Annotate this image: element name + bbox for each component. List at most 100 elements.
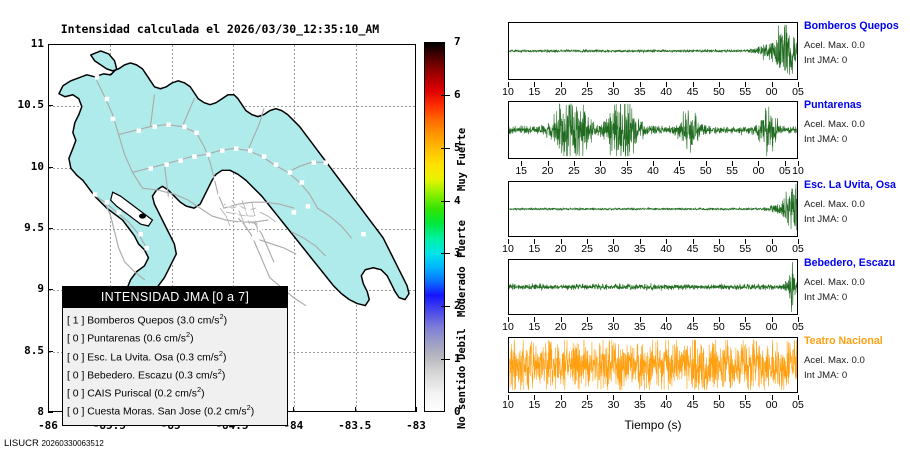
- station-max-acceleration: Acel. Max. 0.0: [804, 199, 865, 210]
- time-tickmark: [587, 395, 589, 400]
- seismogram-waveform: [509, 339, 797, 391]
- seismogram-waveform: [509, 24, 797, 76]
- time-tickmark: [771, 82, 773, 87]
- colorbar-inner-tickmark: [441, 94, 445, 96]
- colorbar-tickmark: [445, 306, 450, 308]
- time-tick-label: 55: [739, 321, 752, 333]
- legend-intensity-value: [ 0 ]: [67, 352, 88, 364]
- seismogram-station-info: Bebedero, Escazu Acel. Max. 0.0 Int JMA: 0: [804, 257, 910, 306]
- time-tick-label: 40: [660, 399, 673, 411]
- colorbar-inner-tickmark: [441, 359, 445, 361]
- time-tick-label: 55: [739, 243, 752, 255]
- time-tick-label: 45: [686, 321, 699, 333]
- time-tick-label: 25: [581, 399, 593, 411]
- seismogram-station-info: Esc. La Uvita, Osa Acel. Max. 0.0 Int JMA:…: [804, 179, 910, 228]
- colorbar-tickmark: [445, 359, 450, 361]
- time-tick-label: 15: [528, 399, 541, 411]
- station-max-acceleration: Acel. Max. 0.0: [804, 119, 865, 130]
- time-tickmark: [745, 239, 747, 244]
- time-tick-label: 05: [792, 321, 804, 333]
- seismogram-waveform: [509, 183, 797, 231]
- time-tickmark: [745, 82, 747, 87]
- legend-row: [ 1 ] Bomberos Quepos (3.0 cm/s2): [67, 311, 287, 329]
- colorbar-inner-tickmark: [441, 306, 445, 308]
- station-jma-intensity: Int JMA: 0: [804, 369, 848, 381]
- seismogram-trace-plot[interactable]: [508, 22, 798, 80]
- time-tick-label: 40: [660, 86, 673, 98]
- intensity-legend: INTENSIDAD JMA [0 a 7] [ 1 ] Bomberos Qu…: [62, 286, 288, 426]
- time-tick-label: 05: [792, 243, 804, 255]
- station-name[interactable]: Esc. La Uvita, Osa: [804, 179, 896, 191]
- station-name[interactable]: Bomberos Quepos: [804, 20, 899, 32]
- legend-acceleration: (0.2 cm/s: [203, 406, 247, 418]
- legend-paren-close: ): [190, 333, 194, 345]
- seismogram-trace-plot[interactable]: [508, 259, 798, 315]
- time-tickmark: [508, 395, 509, 400]
- time-tickmark: [798, 395, 799, 400]
- time-tick-label: 35: [633, 243, 646, 255]
- station-jma-intensity: Int JMA: 0: [804, 54, 848, 66]
- time-tickmark: [692, 82, 694, 87]
- colorbar-inner-tickmark: [441, 253, 445, 255]
- time-tickmark: [613, 395, 615, 400]
- legend-station-name: CAIS Puriscal: [87, 388, 155, 400]
- time-tick-label: 50: [713, 399, 725, 411]
- colorbar-inner-tickmark: [441, 147, 445, 149]
- time-tickmark: [666, 82, 668, 87]
- seismogram-trace-plot[interactable]: [508, 101, 798, 159]
- time-tickmark: [534, 317, 536, 322]
- time-tick-label: 25: [581, 321, 593, 333]
- legend-intensity-value: [ 0 ]: [67, 333, 88, 345]
- map-panel: Intensidad calculada el 2026/03/30_12:35…: [4, 22, 468, 449]
- seismogram-trace-plot[interactable]: [508, 337, 798, 393]
- time-tick-label: 10: [792, 165, 804, 177]
- map-lat-tick: 10: [30, 159, 44, 173]
- time-tickmark: [521, 161, 523, 166]
- colorbar-tickmark: [445, 200, 450, 202]
- time-tickmark: [705, 161, 707, 166]
- map-lat-tickmark: [48, 289, 53, 291]
- legend-paren-close: ): [223, 352, 227, 364]
- time-tickmark: [639, 395, 641, 400]
- legend-paren-close: ): [221, 370, 226, 382]
- time-tickmark: [666, 239, 668, 244]
- time-tick-label: 00: [765, 399, 778, 411]
- time-tickmark: [560, 239, 562, 244]
- time-tickmark: [718, 82, 720, 87]
- legend-station-name: Cuesta Moras. San Jose: [87, 406, 204, 418]
- time-tick-label: 40: [660, 321, 673, 333]
- time-tick-label: 10: [502, 243, 514, 255]
- time-tickmark: [560, 82, 562, 87]
- time-tickmark: [587, 239, 589, 244]
- time-tickmark: [534, 239, 536, 244]
- time-tickmark: [626, 161, 628, 166]
- station-name[interactable]: Teatro Nacional: [804, 335, 883, 347]
- station-max-acceleration: Acel. Max. 0.0: [804, 40, 865, 51]
- time-tick-label: 50: [713, 321, 725, 333]
- time-tick-label: 50: [713, 243, 725, 255]
- colorbar-tick-label: 3: [454, 246, 461, 260]
- colorbar-tick-label: 4: [454, 193, 461, 207]
- seismogram-time-axis: 10 15 20 25 30 35 40 45 50 55 00 05: [502, 317, 804, 335]
- time-tickmark: [547, 161, 549, 166]
- map-lat-tick: 9.5: [24, 221, 44, 234]
- station-name[interactable]: Puntarenas: [804, 99, 862, 111]
- seismogram-panel: 10 15 20 25 30 35 40 45 50 55 00 05 Bomberos Quepos A…: [460, 0, 910, 460]
- map-lat-tickmark: [48, 105, 53, 107]
- legend-row: [ 0 ] Puntarenas (0.6 cm/s2): [67, 329, 287, 347]
- map-lat-tick: 9: [37, 282, 44, 296]
- seismogram-trace-plot[interactable]: [508, 181, 798, 237]
- map-lat-tick: 8.5: [24, 343, 44, 357]
- legend-unit-exponent: 2: [186, 330, 191, 340]
- time-tick-label: 15: [528, 243, 541, 255]
- time-tick-label: 05: [778, 165, 791, 177]
- time-tickmark: [613, 317, 615, 322]
- time-tick-label: 00: [765, 243, 778, 255]
- colorbar-tickmark: [445, 253, 450, 255]
- time-tickmark: [666, 317, 668, 322]
- time-tick-label: 50: [699, 165, 712, 177]
- seismogram-station-info: Teatro Nacional Acel. Max. 0.0 Int JMA: 0: [804, 335, 910, 384]
- time-tick-label: 25: [568, 165, 580, 177]
- station-name[interactable]: Bebedero, Escazu: [804, 257, 896, 269]
- map-lat-tickmark: [48, 350, 53, 352]
